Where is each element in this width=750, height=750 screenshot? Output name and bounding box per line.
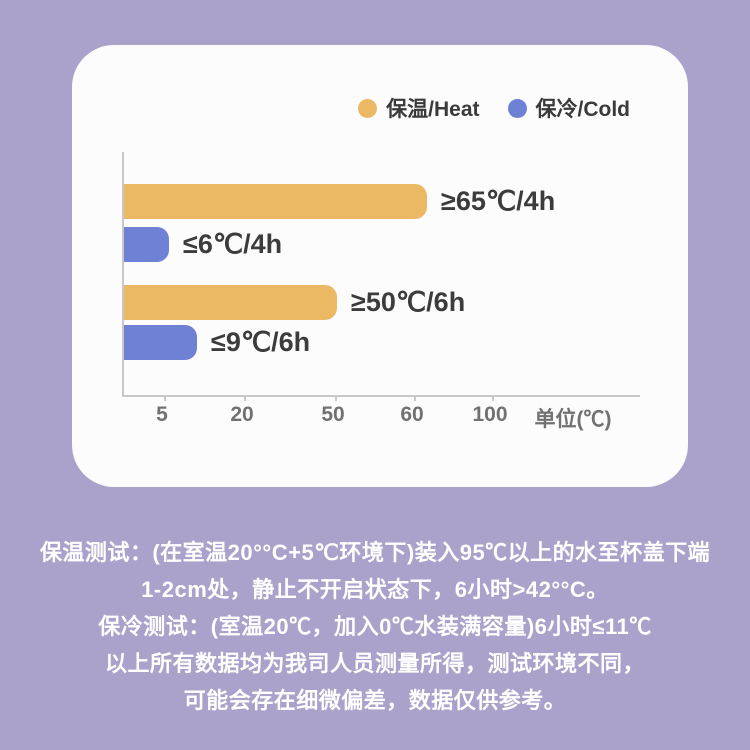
bar-4h-cold [124, 227, 169, 262]
footnote-text: 保温测试：(在室温20°°C+5℃环境下)装入95℃以上的水至杯盖下端 1-2c… [0, 534, 750, 719]
x-axis-tick-label: 5 [156, 403, 168, 426]
bar-value-label: ≥65℃/4h [441, 186, 556, 216]
footnote-line: 保冷测试：(室温20℃，加入0℃水装满容量)6小时≤11℃ [98, 614, 652, 639]
x-axis-tick-mark [414, 395, 416, 401]
footnote-line: 可能会存在细微偏差，数据仅供参考。 [183, 688, 567, 713]
bar-4h-heat [124, 184, 427, 219]
footnote-line: 1-2cm处，静止不开启状态下，6小时>42°°C。 [141, 577, 609, 602]
x-axis-tick-mark [335, 395, 337, 401]
x-axis-tick-label: 20 [230, 403, 254, 426]
heat-legend-label: 保温/Heat [386, 98, 480, 121]
x-axis-tick-mark [164, 395, 166, 401]
plot-area: ≥65℃/4h ≤6℃/4h ≥50℃/6h ≤9℃/6h [122, 152, 640, 401]
chart-legend: 保温/Heat 保冷/Cold [358, 93, 630, 123]
bar-6h-cold [124, 325, 197, 360]
chart-card: 保温/Heat 保冷/Cold ≥65℃/4h ≤6℃/4h ≥50℃/6h ≤9℃/… [72, 45, 688, 487]
legend-item-cold: 保冷/Cold [507, 93, 631, 123]
x-axis-tick-mark [244, 395, 246, 401]
cold-legend-label: 保冷/Cold [535, 98, 631, 121]
bar-6h-heat [124, 285, 337, 320]
legend-item-heat: 保温/Heat [358, 93, 480, 123]
x-axis-tick-label: 100 [472, 403, 508, 426]
x-axis-labels: 单位(℃) 5 20 50 60 100 [122, 403, 638, 431]
footnote-line: 保温测试：(在室温20°°C+5℃环境下)装入95℃以上的水至杯盖下端 [39, 540, 711, 565]
heat-legend-dot-icon [358, 98, 378, 118]
x-axis-tick-mark [492, 395, 494, 401]
bar-value-label: ≤9℃/6h [211, 327, 311, 357]
footnote-line: 以上所有数据均为我司人员测量所得，测试环境不同， [104, 651, 645, 676]
bar-value-label: ≤6℃/4h [183, 229, 283, 259]
x-axis-tick-label: 50 [321, 403, 345, 426]
bar-value-label: ≥50℃/6h [351, 287, 466, 317]
x-axis-tick-label: 60 [400, 403, 424, 426]
x-axis-unit-label: 单位(℃) [534, 408, 612, 431]
cold-legend-dot-icon [507, 98, 527, 118]
